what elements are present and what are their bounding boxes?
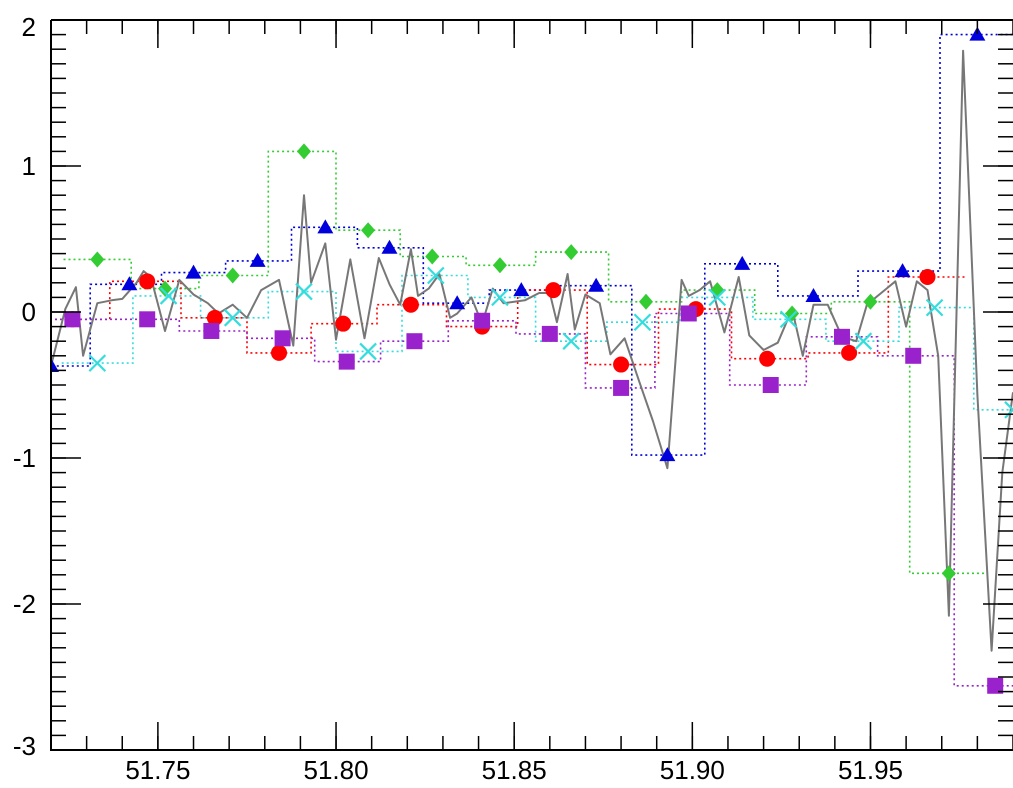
- y-tick-label: -2: [13, 589, 36, 619]
- marker-triangle-point: [121, 276, 138, 291]
- marker-square-point: [762, 377, 779, 393]
- marker-square-point: [905, 347, 922, 364]
- marker-diamond-point: [361, 222, 376, 239]
- marker-triangle-point: [588, 277, 605, 292]
- line-series: [51, 49, 1013, 652]
- marker-x-point: [562, 332, 580, 350]
- marker-diamond-point: [425, 248, 440, 265]
- marker-square-point: [474, 312, 491, 329]
- marker-x-point: [779, 310, 798, 329]
- marker-triangle-point: [449, 295, 466, 310]
- marker-diamond-point: [710, 282, 725, 299]
- marker-x-point: [159, 287, 178, 305]
- x-tick-label: 51.90: [660, 755, 725, 785]
- marker-circle-point: [545, 282, 562, 299]
- y-tick-label: -1: [13, 443, 36, 473]
- marker-x-point: [491, 288, 509, 307]
- marker-x-point: [223, 309, 242, 327]
- marker-circle-point: [613, 356, 630, 373]
- marker-circle-point: [206, 309, 223, 326]
- marker-circle-point: [139, 273, 156, 290]
- marker-x-point: [633, 313, 652, 331]
- marker-square-point: [406, 333, 423, 350]
- marker-circle-point: [759, 350, 776, 367]
- marker-diamond-point: [564, 244, 579, 261]
- x-tick-label: 51.75: [125, 755, 190, 785]
- marker-square-point: [680, 305, 697, 322]
- plot-frame: [50, 19, 1013, 751]
- marker-x-point: [295, 282, 313, 301]
- marker-square-point: [987, 677, 1004, 694]
- marker-triangle-point: [317, 219, 334, 234]
- marker-circle-point: [919, 268, 936, 285]
- marker-circle-point: [335, 315, 352, 332]
- marker-triangle-point: [381, 239, 398, 254]
- marker-x-point: [708, 288, 727, 307]
- marker-x-point: [427, 266, 445, 285]
- y-tick-label: 1: [22, 151, 36, 181]
- series-lines: [51, 33, 1013, 687]
- step-outline-diamond: [63, 150, 989, 575]
- marker-x-point: [1004, 401, 1013, 419]
- y-tick-label: -3: [13, 731, 36, 761]
- marker-circle-point: [271, 344, 288, 361]
- marker-diamond-point: [90, 251, 105, 268]
- marker-diamond-point: [941, 565, 956, 582]
- marker-diamond-point: [639, 293, 654, 310]
- marker-circle-point: [402, 296, 419, 313]
- marker-diamond-point: [863, 293, 878, 310]
- x-tick-label: 51.80: [303, 755, 368, 785]
- y-tick-label: 2: [22, 12, 36, 42]
- marker-x-point: [925, 298, 944, 317]
- marker-triangle-point: [249, 252, 266, 267]
- y-tick-label: 0: [22, 297, 36, 327]
- marker-diamond-point: [296, 143, 311, 160]
- marker-diamond-point: [225, 267, 240, 284]
- marker-triangle-point: [51, 358, 59, 373]
- marker-square-point: [139, 311, 156, 328]
- marker-triangle-point: [734, 255, 751, 270]
- marker-triangle-point: [185, 264, 202, 279]
- marker-square-point: [338, 353, 355, 370]
- marker-square-point: [64, 311, 81, 328]
- marker-triangle-point: [805, 287, 822, 302]
- marker-square-point: [203, 322, 220, 339]
- marker-diamond-point: [785, 305, 800, 322]
- marker-diamond-point: [158, 280, 173, 297]
- step-outline-square: [51, 312, 1013, 687]
- marker-square-point: [541, 325, 558, 342]
- step-outline-triangle: [51, 33, 1013, 456]
- marker-diamond-point: [492, 257, 507, 274]
- marker-triangle-point: [894, 263, 911, 278]
- marker-circle-point: [841, 344, 858, 361]
- x-tick-label: 51.85: [482, 755, 547, 785]
- series-markers: [51, 26, 1013, 694]
- marker-x-point: [854, 332, 873, 350]
- marker-square-point: [833, 328, 850, 345]
- x-tick-label: 51.95: [838, 755, 903, 785]
- marker-triangle-point: [513, 282, 530, 297]
- marker-triangle-point: [659, 447, 676, 462]
- marker-x-point: [88, 354, 107, 372]
- marker-square-point: [613, 379, 630, 396]
- marker-square-point: [274, 330, 291, 347]
- marker-x-point: [359, 342, 377, 361]
